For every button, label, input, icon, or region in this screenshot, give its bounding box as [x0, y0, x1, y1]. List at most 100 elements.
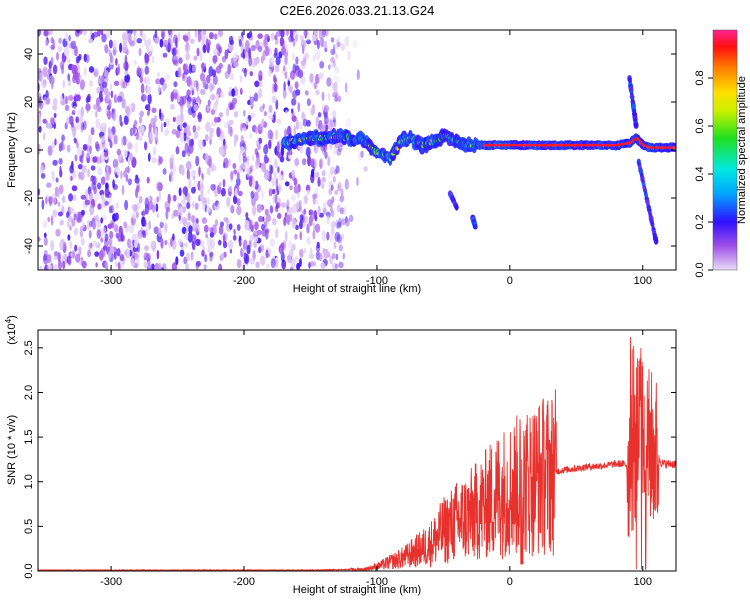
noise-speckle — [95, 97, 101, 108]
noise-speckle — [340, 188, 344, 196]
noise-speckle — [114, 261, 119, 268]
noise-speckle — [211, 84, 215, 90]
noise-speckle — [43, 132, 46, 141]
noise-speckle — [52, 97, 58, 107]
x-tick-label: -200 — [233, 576, 255, 588]
noise-speckle — [169, 103, 175, 110]
noise-speckle — [188, 143, 194, 154]
noise-speckle — [133, 59, 137, 66]
noise-speckle — [318, 73, 324, 80]
noise-speckle — [66, 211, 70, 218]
noise-speckle — [171, 262, 178, 270]
snr-series-line — [38, 337, 676, 571]
noise-speckle — [313, 158, 318, 168]
noise-speckle — [207, 99, 211, 106]
branch-mark — [454, 204, 459, 211]
noise-speckle — [248, 55, 253, 67]
noise-speckle — [285, 214, 291, 225]
noise-speckle — [67, 58, 71, 64]
noise-speckle — [338, 261, 344, 269]
noise-speckle — [187, 130, 192, 137]
noise-speckle — [243, 252, 247, 258]
noise-speckle — [312, 222, 316, 231]
noise-speckle — [314, 49, 321, 61]
noise-speckle — [192, 125, 197, 133]
noise-speckle — [187, 212, 191, 221]
noise-speckle — [330, 61, 334, 68]
noise-speckle — [251, 196, 256, 207]
noise-speckle — [171, 128, 177, 135]
noise-speckle — [127, 238, 132, 249]
noise-speckle — [279, 247, 283, 255]
noise-speckle — [320, 36, 324, 48]
noise-speckle — [219, 46, 222, 54]
noise-speckle — [109, 83, 113, 91]
noise-speckle — [284, 71, 288, 80]
noise-speckle — [256, 229, 262, 236]
noise-speckle — [223, 251, 227, 258]
noise-speckle — [63, 46, 70, 57]
noise-speckle — [339, 207, 345, 215]
noise-speckle — [198, 139, 204, 150]
noise-speckle — [75, 122, 81, 131]
noise-speckle — [263, 37, 268, 49]
noise-speckle — [299, 35, 305, 41]
noise-speckle — [210, 183, 216, 191]
noise-speckle — [325, 124, 329, 132]
noise-speckle — [86, 143, 89, 153]
noise-speckle — [203, 30, 207, 36]
noise-speckle — [155, 78, 161, 85]
noise-speckle — [153, 226, 159, 234]
noise-speckle — [230, 205, 235, 214]
noise-speckle — [225, 107, 230, 117]
noise-speckle — [178, 57, 183, 64]
noise-speckle — [86, 152, 91, 159]
noise-speckle — [319, 61, 325, 69]
noise-speckle — [323, 105, 330, 113]
noise-speckle — [275, 259, 278, 269]
noise-speckle — [268, 114, 274, 121]
noise-speckle — [220, 91, 225, 98]
noise-speckle — [209, 238, 215, 250]
noise-speckle — [253, 92, 259, 102]
noise-speckle — [317, 205, 321, 216]
noise-speckle — [173, 34, 178, 44]
noise-speckle — [69, 207, 74, 214]
noise-speckle — [62, 80, 65, 88]
noise-speckle — [277, 166, 280, 174]
noise-speckle — [108, 193, 112, 204]
noise-speckle — [61, 134, 65, 142]
noise-speckle — [316, 39, 320, 50]
noise-speckle — [260, 189, 265, 199]
noise-speckle — [227, 63, 232, 75]
noise-speckle — [197, 31, 202, 43]
noise-speckle — [133, 30, 137, 36]
noise-speckle — [71, 185, 78, 192]
noise-speckle — [295, 224, 299, 231]
noise-speckle — [302, 158, 307, 166]
noise-speckle — [74, 244, 78, 252]
noise-speckle — [321, 176, 326, 183]
noise-speckle — [185, 40, 189, 50]
noise-speckle — [237, 190, 243, 197]
noise-speckle — [321, 91, 325, 102]
noise-speckle — [209, 82, 213, 93]
noise-speckle — [182, 186, 188, 195]
noise-speckle — [248, 219, 252, 230]
noise-speckle — [264, 45, 270, 57]
noise-speckle — [100, 75, 105, 84]
noise-speckle — [210, 109, 216, 115]
noise-speckle — [191, 234, 197, 245]
noise-speckle — [151, 107, 157, 114]
noise-speckle — [108, 39, 113, 49]
noise-speckle — [290, 194, 297, 201]
noise-speckle — [43, 232, 47, 238]
noise-speckle — [53, 112, 57, 118]
noise-speckle — [68, 34, 71, 42]
noise-speckle — [273, 111, 276, 120]
noise-speckle — [43, 253, 48, 261]
noise-speckle — [292, 63, 297, 74]
noise-speckle — [318, 30, 323, 40]
noise-speckle — [226, 196, 231, 208]
noise-speckle — [164, 222, 168, 234]
